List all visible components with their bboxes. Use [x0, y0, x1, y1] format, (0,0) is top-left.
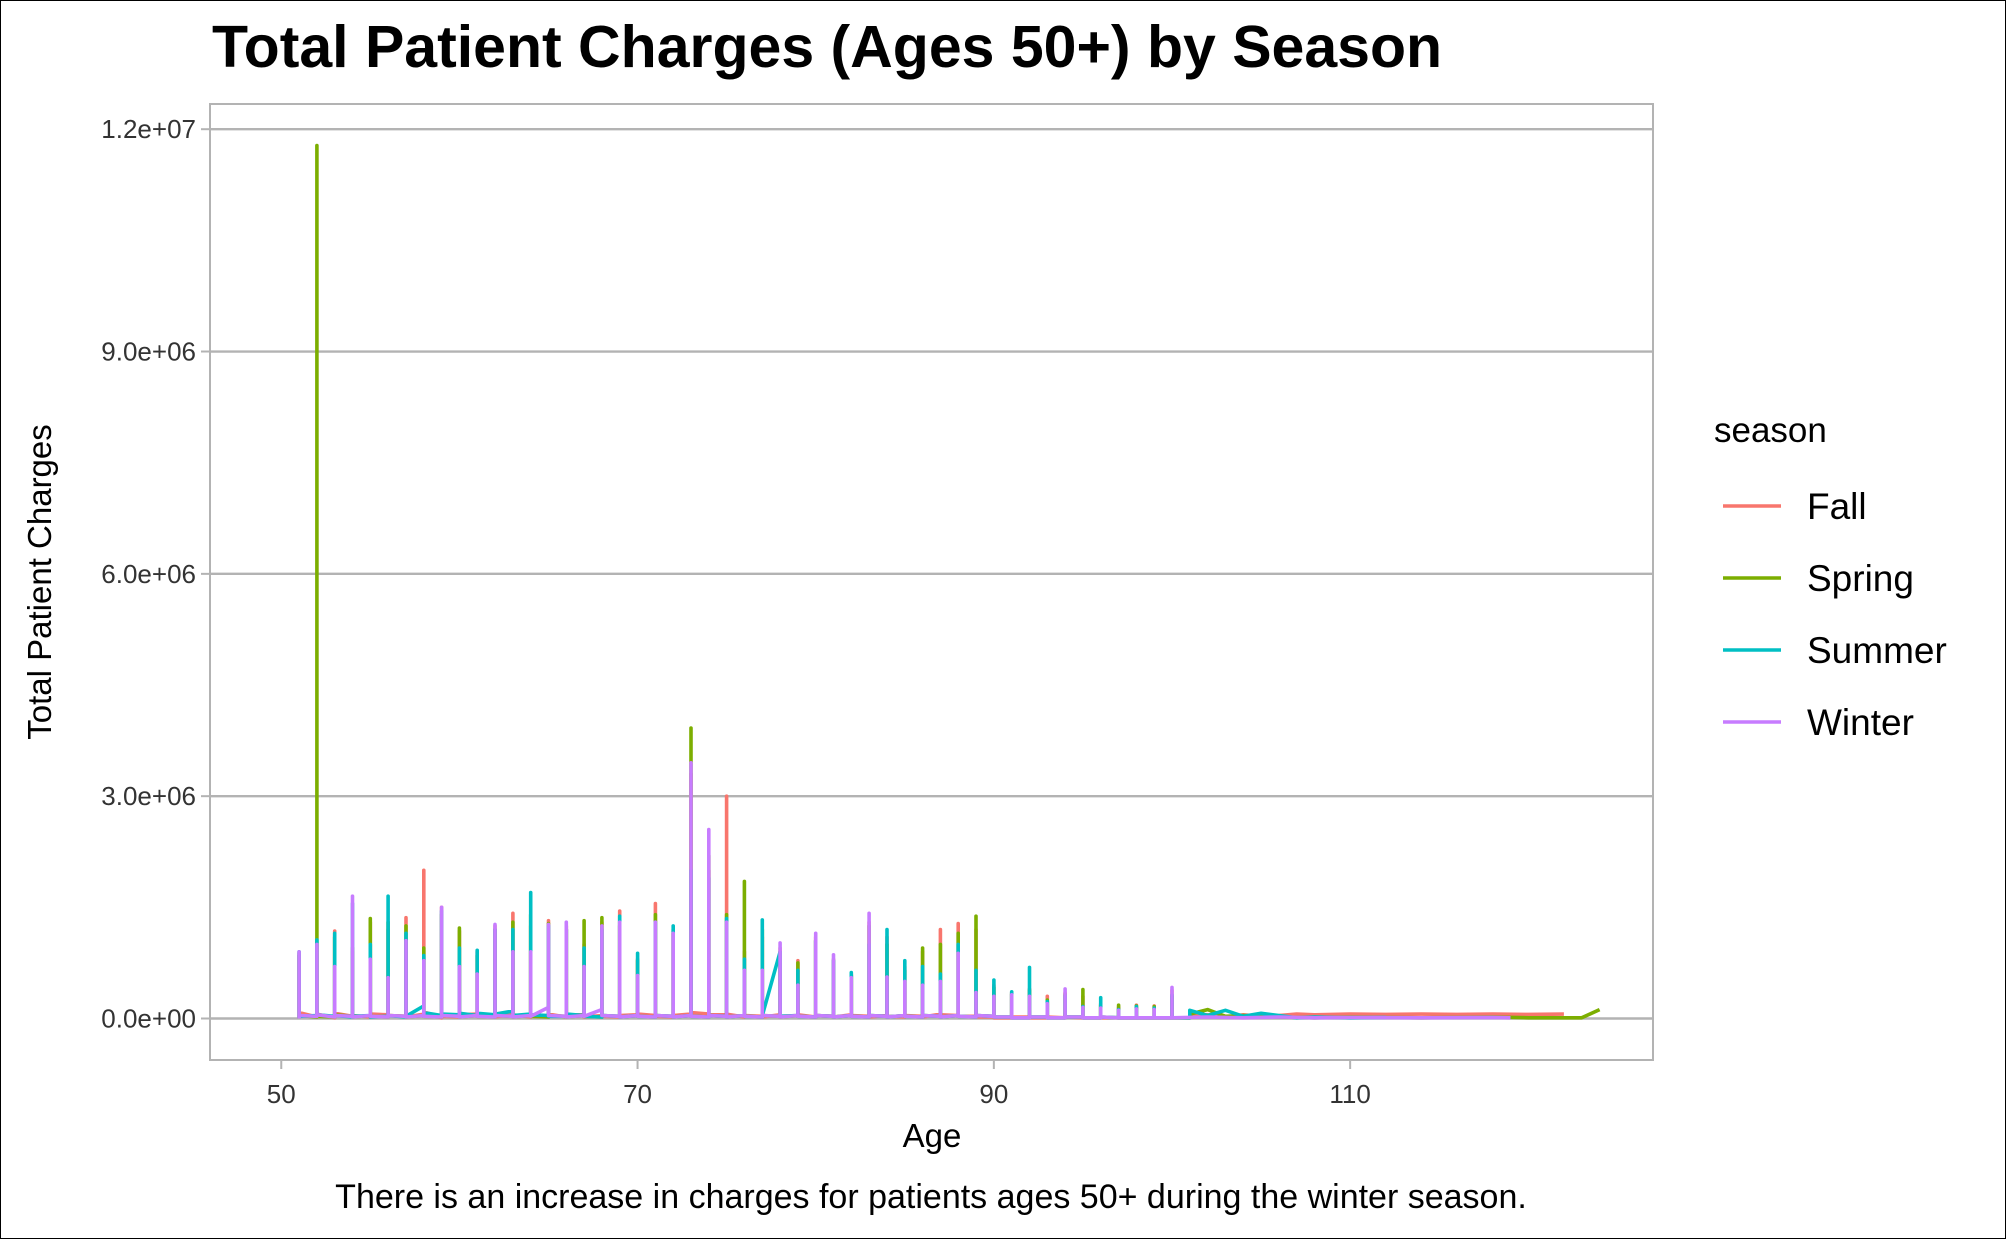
- plot-panel: [209, 103, 1654, 1061]
- x-tick-label: 70: [623, 1079, 652, 1109]
- x-tick-label: 90: [979, 1079, 1008, 1109]
- y-tick-label: 9.0e+06: [101, 337, 196, 367]
- y-tick-label: 1.2e+07: [101, 114, 196, 144]
- series-line-winter: [297, 761, 1511, 1020]
- caption: There is an increase in charges for pati…: [335, 1178, 1527, 1216]
- x-axis-title: Age: [903, 1117, 962, 1154]
- y-axis-title: Total Patient Charges: [21, 424, 58, 740]
- legend-label-spring: Spring: [1807, 558, 1914, 599]
- y-tick-label: 3.0e+06: [101, 781, 196, 811]
- y-axis: 0.0e+00 3.0e+06 6.0e+06 9.0e+06 1.2e+07: [101, 114, 210, 1033]
- y-tick-label: 0.0e+00: [101, 1003, 196, 1033]
- legend-title: season: [1714, 411, 1827, 450]
- x-tick-label: 50: [267, 1079, 296, 1109]
- chart-title: Total Patient Charges (Ages 50+) by Seas…: [212, 14, 1442, 80]
- legend-label-summer: Summer: [1807, 630, 1947, 671]
- legend-label-winter: Winter: [1807, 702, 1914, 743]
- legend-label-fall: Fall: [1807, 486, 1867, 527]
- series-layer: [297, 143, 1601, 1020]
- x-tick-label: 110: [1329, 1079, 1370, 1109]
- y-tick-label: 6.0e+06: [101, 559, 196, 589]
- legend: season Fall Spring Summer Winter: [1714, 411, 1947, 743]
- x-axis: 50 70 90 110: [267, 1060, 1371, 1109]
